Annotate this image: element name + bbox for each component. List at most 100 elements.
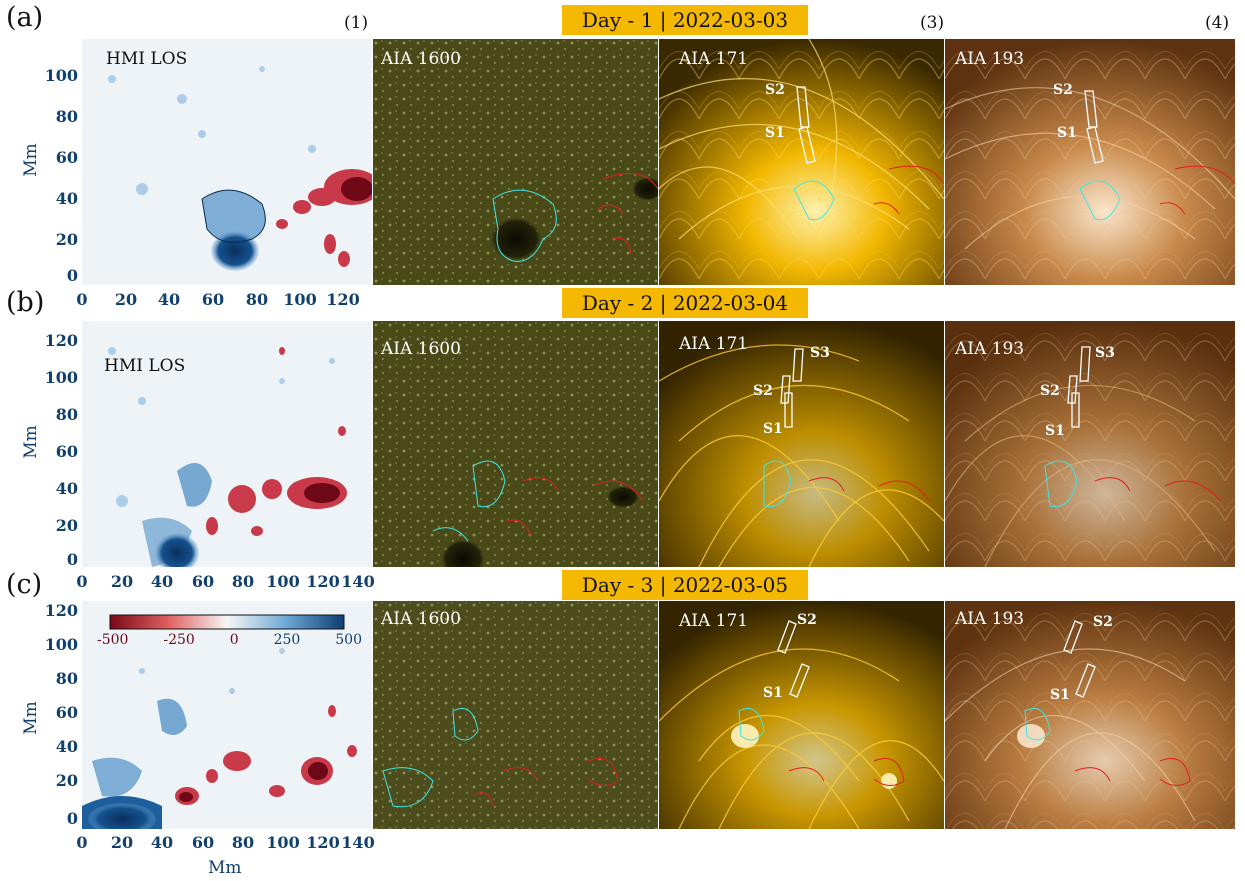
x-tick: 120	[306, 572, 340, 591]
colorbar-tick: 500	[335, 632, 362, 648]
x-tick: 60	[191, 833, 215, 852]
aia1600-panel-day2: AIA 1600	[373, 321, 658, 567]
hmi-los-title: HMI LOS	[106, 49, 188, 69]
row-label-b: (b)	[6, 287, 45, 318]
x-tick: 140	[341, 572, 375, 591]
aia171-title: AIA 171	[679, 611, 749, 631]
colorbar-tick: -250	[163, 632, 195, 648]
slit-label: S1	[1057, 125, 1077, 141]
slit-label: S3	[1095, 345, 1115, 361]
day-date: 2022-03-04	[672, 291, 789, 315]
aia171-title: AIA 171	[679, 49, 749, 69]
y-tick: 60	[55, 442, 78, 461]
day-banner-2: Day - 2 | 2022-03-04	[562, 288, 808, 318]
x-tick: 100	[266, 833, 300, 852]
slit-label: S2	[1093, 614, 1113, 630]
x-tick: 80	[231, 572, 255, 591]
banner-separator: |	[659, 291, 667, 315]
x-tick: 80	[231, 833, 255, 852]
aia193-panel-day1: AIA 193 S2 S1	[945, 39, 1235, 285]
aia1600-title: AIA 1600	[381, 49, 461, 69]
y-tick: 40	[55, 737, 78, 756]
x-tick: 20	[110, 572, 134, 591]
x-tick: 20	[110, 833, 134, 852]
y-axis-title: Mm	[20, 143, 41, 177]
day-label: Day - 1	[581, 8, 654, 32]
y-tick: 20	[55, 516, 78, 535]
aia1600-title: AIA 1600	[381, 339, 461, 359]
hmi-los-panel-day1: HMI LOS	[82, 39, 372, 285]
aia1600-title: AIA 1600	[381, 609, 461, 629]
row-label-c: (c)	[6, 569, 43, 600]
y-tick: 20	[55, 771, 78, 790]
slit-label: S3	[810, 345, 830, 361]
x-tick: 40	[157, 290, 181, 309]
day-label: Day - 2	[581, 291, 654, 315]
aia171-panel-day1: AIA 171 S2 S1	[659, 39, 944, 285]
colorbar-tick: 250	[273, 632, 301, 648]
hmi-los-panel-day2: HMI LOS	[82, 321, 372, 567]
slit-label: S2	[1053, 82, 1073, 98]
aia1600-panel-day1: AIA 1600	[373, 39, 658, 285]
day-banner-1: Day - 1 | 2022-03-03	[562, 5, 808, 35]
day-date: 2022-03-05	[672, 573, 789, 597]
aia193-panel-day2: AIA 193 S3 S2 S1	[945, 321, 1235, 567]
y-tick: 100	[44, 635, 78, 654]
banner-separator: |	[659, 8, 667, 32]
x-tick: 40	[150, 572, 174, 591]
column-number-1: (1)	[344, 13, 369, 33]
x-tick: 0	[76, 572, 88, 591]
y-axis-title: Mm	[20, 425, 41, 459]
y-tick: 80	[55, 107, 78, 126]
aia171-panel-day2: AIA 171 S3 S2 S1	[659, 321, 944, 567]
day-label: Day - 3	[581, 573, 654, 597]
y-tick: 60	[55, 703, 78, 722]
y-tick: 80	[55, 669, 78, 688]
slit-label: S1	[763, 685, 783, 701]
slit-label: S1	[1045, 423, 1065, 439]
aia1600-panel-day3: AIA 1600	[373, 601, 658, 829]
y-tick: 0	[66, 550, 78, 569]
y-axis-title: Mm	[20, 701, 41, 735]
hmi-los-title: HMI LOS	[104, 356, 186, 376]
y-tick: 100	[44, 368, 78, 387]
x-axis-title: Mm	[208, 858, 242, 878]
column-number-4: (4)	[1205, 13, 1230, 33]
x-tick: 100	[266, 572, 300, 591]
y-tick: 40	[55, 189, 78, 208]
slit-label: S2	[765, 82, 785, 98]
aia171-title: AIA 171	[679, 334, 749, 354]
aia171-panel-day3: AIA 171 S2 S1	[659, 601, 944, 829]
slit-label: S2	[797, 612, 817, 628]
y-tick: 120	[44, 601, 78, 620]
banner-separator: |	[659, 573, 667, 597]
x-tick: 0	[76, 833, 88, 852]
aia193-title: AIA 193	[955, 49, 1025, 69]
x-tick: 80	[245, 290, 269, 309]
aia193-panel-day3: AIA 193 S2 S1	[945, 601, 1235, 829]
y-tick: 20	[55, 230, 78, 249]
day-banner-3: Day - 3 | 2022-03-05	[562, 570, 808, 600]
y-tick: 60	[55, 148, 78, 167]
x-tick: 140	[341, 833, 375, 852]
x-tick: 20	[114, 290, 138, 309]
colorbar-tick: -500	[97, 632, 129, 648]
x-tick: 120	[306, 833, 340, 852]
y-tick: 40	[55, 479, 78, 498]
hmi-los-panel-day3: -500 -250 0 250 500	[82, 601, 372, 829]
x-tick: 60	[191, 572, 215, 591]
slit-label: S1	[763, 421, 783, 437]
y-tick: 0	[66, 266, 78, 285]
y-tick: 0	[66, 809, 78, 828]
slit-label: S2	[753, 383, 773, 399]
y-tick: 120	[44, 331, 78, 350]
row-label-a: (a)	[6, 2, 44, 33]
column-number-3: (3)	[920, 13, 945, 33]
x-tick: 40	[150, 833, 174, 852]
x-tick: 120	[326, 290, 360, 309]
aia193-title: AIA 193	[955, 339, 1025, 359]
x-tick: 0	[76, 290, 88, 309]
y-tick: 100	[44, 66, 78, 85]
day-date: 2022-03-03	[672, 8, 789, 32]
x-tick: 100	[283, 290, 317, 309]
